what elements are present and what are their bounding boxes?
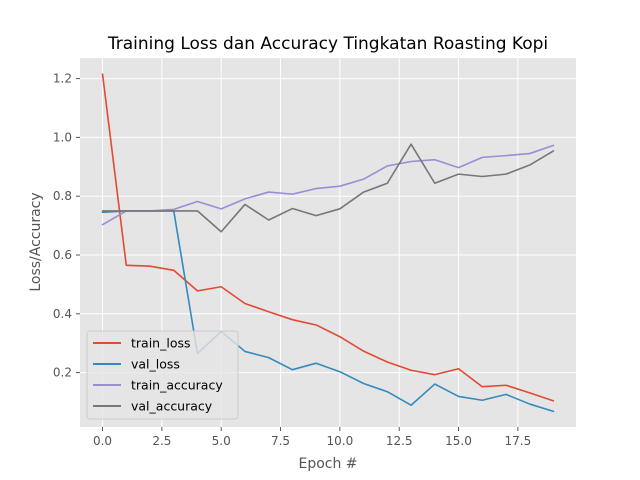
- series-line-train-accuracy: [101, 144, 555, 226]
- y-tick-label: 0.6: [53, 248, 72, 262]
- x-axis-ticks: 0.0 2.5 5.0 7.5 10.0 12.5 15.0 17.5: [93, 427, 531, 448]
- legend-label-val-accuracy: val_accuracy: [131, 399, 213, 414]
- x-axis-label: Epoch #: [298, 456, 357, 472]
- series-lines: [101, 73, 555, 413]
- x-tick-label: 2.5: [152, 434, 171, 448]
- y-tick-label: 0.2: [53, 366, 72, 380]
- legend-label-train-accuracy: train_accuracy: [131, 378, 223, 393]
- y-tick-label: 1.0: [53, 130, 72, 144]
- y-tick-label: 1.2: [53, 72, 72, 86]
- y-tick-label: 0.4: [53, 307, 72, 321]
- y-tick-label: 0.8: [53, 189, 72, 203]
- legend-label-train-loss: train_loss: [131, 336, 191, 351]
- x-tick-label: 7.5: [271, 434, 290, 448]
- series-line-train-loss: [101, 73, 555, 402]
- legend-box: [86, 330, 239, 420]
- legend-label-val-loss: val_loss: [131, 357, 180, 372]
- x-tick-label: 5.0: [212, 434, 231, 448]
- y-axis-ticks: 0.2 0.4 0.6 0.8 1.0 1.2: [53, 72, 80, 380]
- series-line-val-accuracy: [101, 143, 555, 233]
- legend: train_loss val_loss train_accuracy val_a…: [86, 330, 239, 420]
- x-tick-label: 17.5: [504, 434, 531, 448]
- chart-title: Training Loss dan Accuracy Tingkatan Roa…: [107, 34, 548, 54]
- x-tick-label: 15.0: [445, 434, 472, 448]
- x-tick-label: 0.0: [93, 434, 112, 448]
- series-line-val-loss: [101, 210, 555, 413]
- y-axis-label: Loss/Accuracy: [28, 192, 44, 291]
- x-tick-label: 12.5: [386, 434, 413, 448]
- x-tick-label: 10.0: [327, 434, 354, 448]
